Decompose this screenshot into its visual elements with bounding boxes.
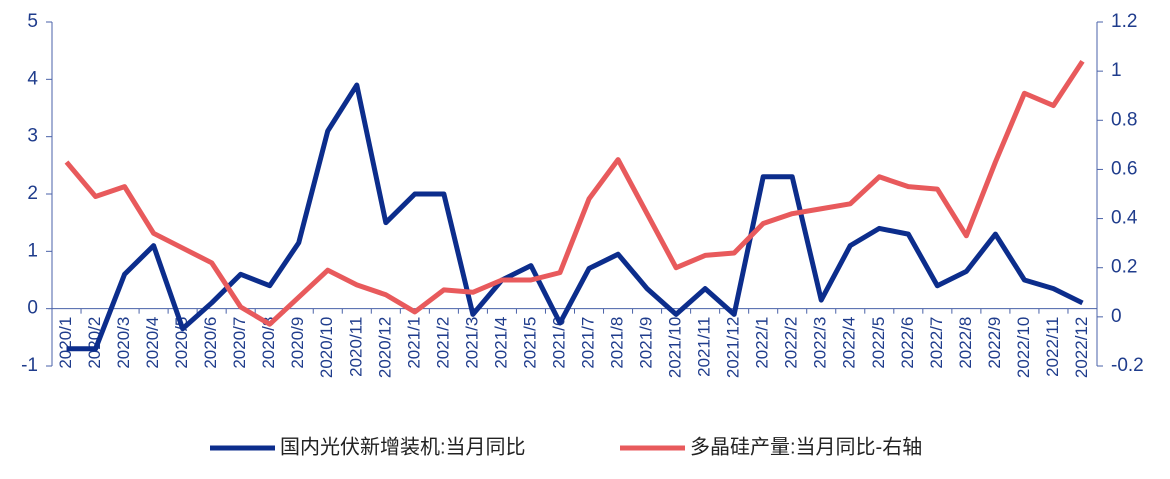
x-tick-label: 2022/4 — [840, 317, 859, 369]
x-tick-label: 2022/6 — [898, 317, 917, 369]
y2-tick-label: 0.2 — [1111, 257, 1137, 278]
x-tick-label: 2020/1 — [56, 317, 75, 369]
y-tick-label: -1 — [21, 355, 38, 376]
y2-tick-label: 0.6 — [1111, 158, 1137, 179]
x-tick-label: 2020/5 — [172, 317, 191, 369]
x-tick-label: 2020/8 — [259, 317, 278, 369]
y2-tick-label: 0 — [1111, 306, 1122, 327]
y-tick-label: 4 — [27, 68, 38, 89]
y-tick-label: 5 — [27, 11, 38, 32]
x-tick-label: 2021/8 — [608, 317, 627, 369]
x-tick-label: 2020/10 — [317, 317, 336, 378]
y2-tick-label: 1 — [1111, 60, 1122, 81]
x-tick-label: 2021/9 — [637, 317, 656, 369]
y-tick-label: 2 — [27, 183, 38, 204]
y2-tick-label: 1.2 — [1111, 11, 1137, 32]
x-tick-label: 2022/1 — [753, 317, 772, 369]
series-line — [64, 59, 1085, 327]
x-tick-label: 2020/2 — [85, 317, 104, 369]
x-tick-label: 2021/11 — [695, 317, 714, 377]
x-tick-label: 2020/3 — [114, 317, 133, 369]
y-tick-label: 1 — [27, 240, 38, 261]
x-tick-label: 2022/10 — [1014, 317, 1033, 378]
x-tick-label: 2020/6 — [201, 317, 220, 369]
x-tick-label: 2022/7 — [927, 317, 946, 369]
x-tick-label: 2020/7 — [230, 317, 249, 369]
y2-tick-label: 0.4 — [1111, 208, 1138, 229]
x-tick-label: 2021/12 — [724, 317, 743, 378]
x-tick-label: 2021/1 — [404, 317, 423, 369]
x-tick-label: 2021/10 — [666, 317, 685, 378]
x-tick-label: 2020/12 — [375, 317, 394, 378]
y-tick-label: 3 — [27, 126, 38, 147]
legend-label: 多晶硅产量:当月同比-右轴 — [690, 435, 922, 458]
x-tick-label: 2021/5 — [520, 317, 539, 369]
x-tick-label: 2022/5 — [869, 317, 888, 369]
x-tick-label: 2021/3 — [462, 317, 481, 369]
series-line — [66, 82, 1084, 352]
x-tick-label: 2021/2 — [433, 317, 452, 369]
x-tick-label: 2022/9 — [985, 317, 1004, 369]
y2-tick-label: -0.2 — [1111, 355, 1144, 376]
x-tick-label: 2022/8 — [956, 317, 975, 369]
x-tick-label: 2022/2 — [782, 317, 801, 369]
x-tick-label: 2020/4 — [143, 317, 162, 369]
x-tick-label: 2021/6 — [549, 317, 568, 369]
x-tick-label: 2021/7 — [578, 317, 597, 369]
y2-tick-label: 0.8 — [1111, 109, 1137, 130]
x-tick-label: 2022/12 — [1072, 317, 1091, 378]
legend-label: 国内光伏新增装机:当月同比 — [280, 435, 526, 458]
x-tick-label: 2022/3 — [811, 317, 830, 369]
x-tick-label: 2020/11 — [346, 317, 365, 377]
x-tick-label: 2020/9 — [288, 317, 307, 369]
x-tick-label: 2022/11 — [1043, 317, 1062, 377]
x-tick-label: 2021/4 — [491, 317, 510, 369]
y-tick-label: 0 — [27, 298, 38, 319]
